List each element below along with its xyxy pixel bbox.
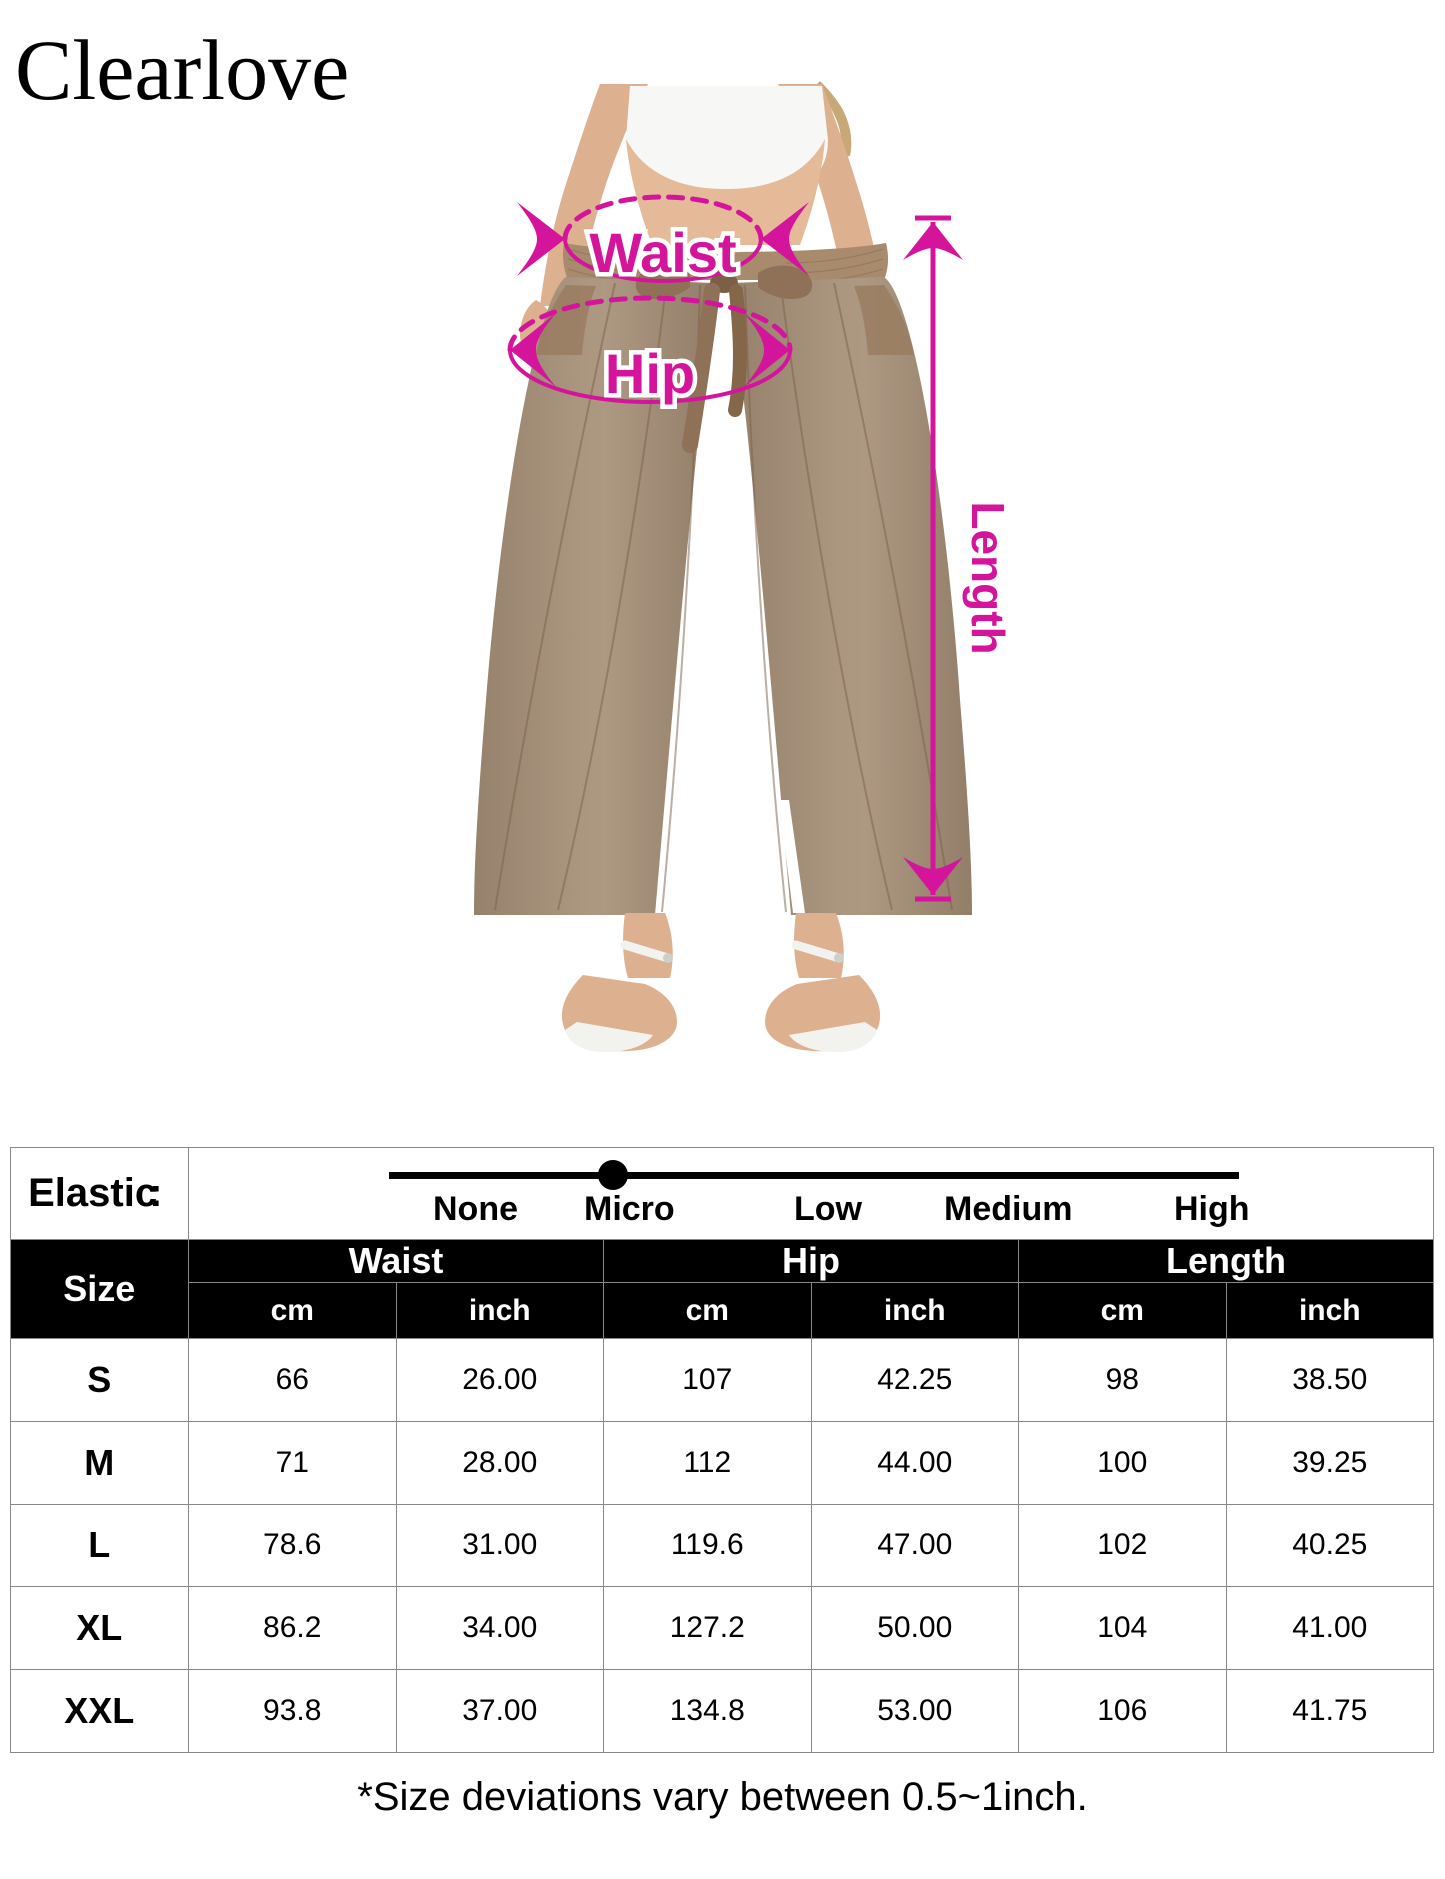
svg-text:Waist: Waist bbox=[589, 221, 736, 284]
svg-text:Hip: Hip bbox=[605, 342, 695, 405]
svg-text:Length: Length bbox=[962, 501, 1014, 654]
